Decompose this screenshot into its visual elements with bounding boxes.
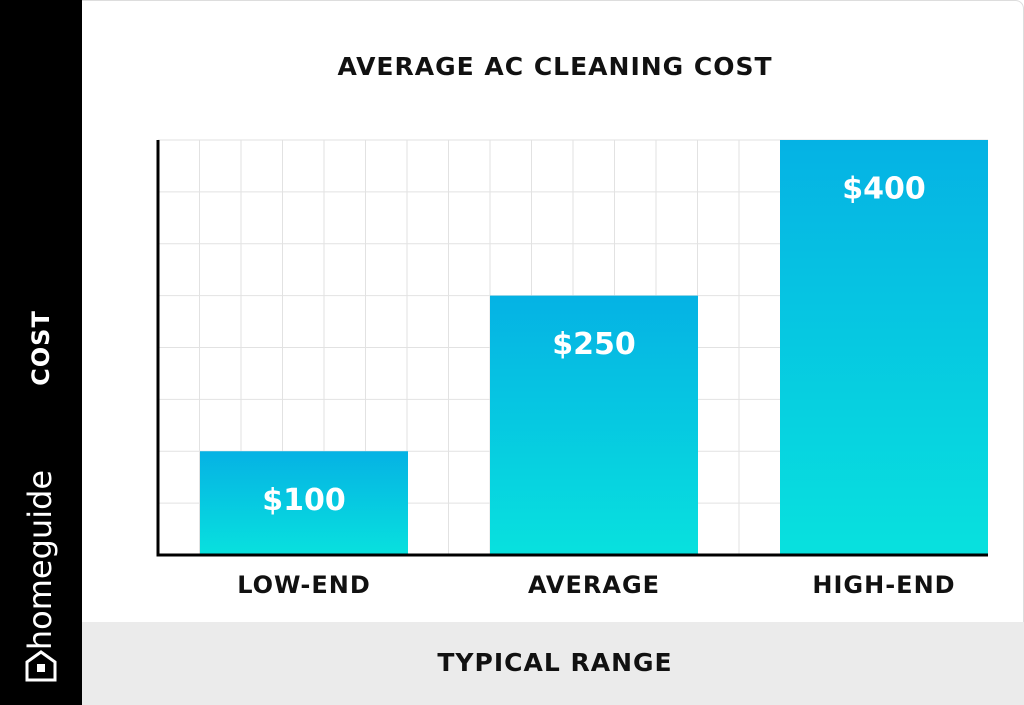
- x-tick-label: AVERAGE: [528, 571, 660, 599]
- x-tick-label: HIGH-END: [812, 571, 955, 599]
- chart-title: AVERAGE AC CLEANING COST: [337, 52, 772, 81]
- bar: [490, 295, 698, 555]
- brand-icon: [25, 650, 57, 682]
- value-label: $250: [552, 327, 636, 362]
- y-axis-label: COST: [27, 310, 55, 386]
- sidebar: [0, 0, 82, 705]
- x-label-band: [82, 622, 1024, 705]
- x-axis-label: TYPICAL RANGE: [437, 648, 672, 677]
- brand: homeguide: [21, 470, 59, 650]
- value-label: $100: [262, 483, 346, 518]
- bar: [780, 140, 988, 555]
- value-label: $400: [842, 172, 926, 207]
- x-tick-label: LOW-END: [237, 571, 371, 599]
- bar: [200, 451, 408, 555]
